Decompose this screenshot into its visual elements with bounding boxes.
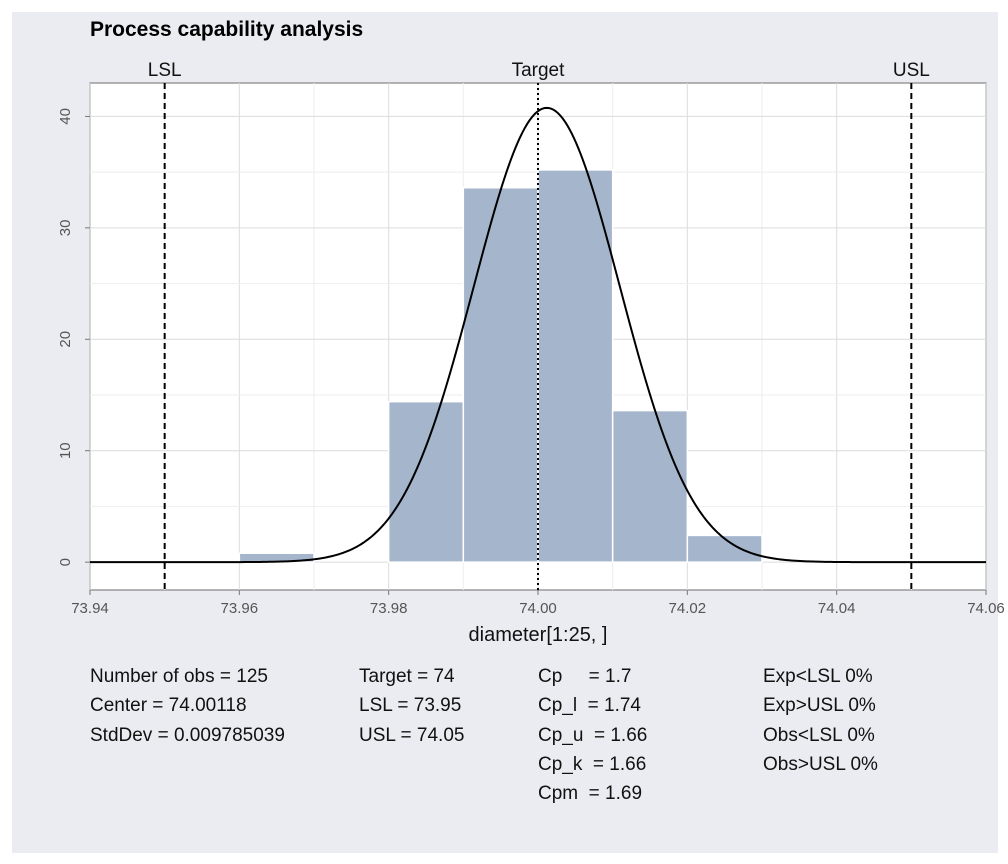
reference-lines: LSL Target USL (148, 60, 930, 590)
y-tick-label: 20 (57, 331, 74, 348)
y-tick-label: 10 (57, 442, 74, 459)
x-tick-label: 74.02 (669, 600, 707, 617)
chart-title: Process capability analysis (90, 18, 364, 41)
x-tick-label: 74.04 (818, 600, 856, 617)
y-tick-label: 0 (57, 558, 74, 566)
x-tick-label: 73.98 (370, 600, 408, 617)
stat-col3-3: Cp_k = 1.66 (538, 753, 647, 775)
stat-col2-0: Target = 74 (359, 666, 455, 687)
x-tick-label: 74.06 (967, 600, 1005, 617)
stat-col3-4: Cpm = 1.69 (538, 783, 643, 805)
stat-col4-1: Exp>USL 0% (763, 695, 876, 717)
histogram-bar (537, 169, 614, 563)
stat-col3-2: Cp_u = 1.66 (538, 724, 648, 746)
stat-col4-2: Obs<LSL 0% (763, 724, 875, 746)
stat-col4-0: Exp<LSL 0% (763, 666, 873, 687)
stat-col4-3: Obs>USL 0% (763, 753, 878, 775)
histogram-bar (462, 186, 539, 563)
x-tick-label: 74.00 (519, 600, 557, 617)
stat-col2-1: LSL = 73.95 (359, 695, 462, 717)
stat-col1-1: Center = 74.00118 (90, 695, 247, 717)
histogram-bar (611, 409, 689, 563)
y-tick-label: 40 (57, 108, 74, 125)
histogram-bars (238, 169, 763, 563)
stat-col3-1: Cp_l = 1.74 (538, 695, 641, 717)
y-axis-ticks: 0 10 20 30 40 (57, 108, 90, 566)
stat-col3-0: Cp = 1.7 (538, 666, 632, 687)
histogram-bar (387, 400, 465, 563)
normal-curve-group (90, 106, 986, 564)
stat-col2-2: USL = 74.05 (359, 724, 465, 746)
reference-label-target: Target (512, 60, 566, 81)
x-tick-label: 73.94 (71, 600, 109, 617)
reference-label-usl: USL (893, 60, 930, 81)
x-tick-label: 73.96 (221, 600, 259, 617)
x-axis-label: diameter[1:25, ] (469, 624, 608, 646)
reference-label-lsl: LSL (148, 60, 182, 81)
y-tick-label: 30 (57, 220, 74, 237)
stat-col1-2: StdDev = 0.009785039 (90, 724, 285, 746)
x-axis-ticks: 73.94 73.96 73.98 74.00 74.02 74.04 74.06 (71, 590, 1005, 617)
stat-col1-0: Number of obs = 125 (90, 666, 268, 687)
normal-curve (90, 106, 986, 564)
